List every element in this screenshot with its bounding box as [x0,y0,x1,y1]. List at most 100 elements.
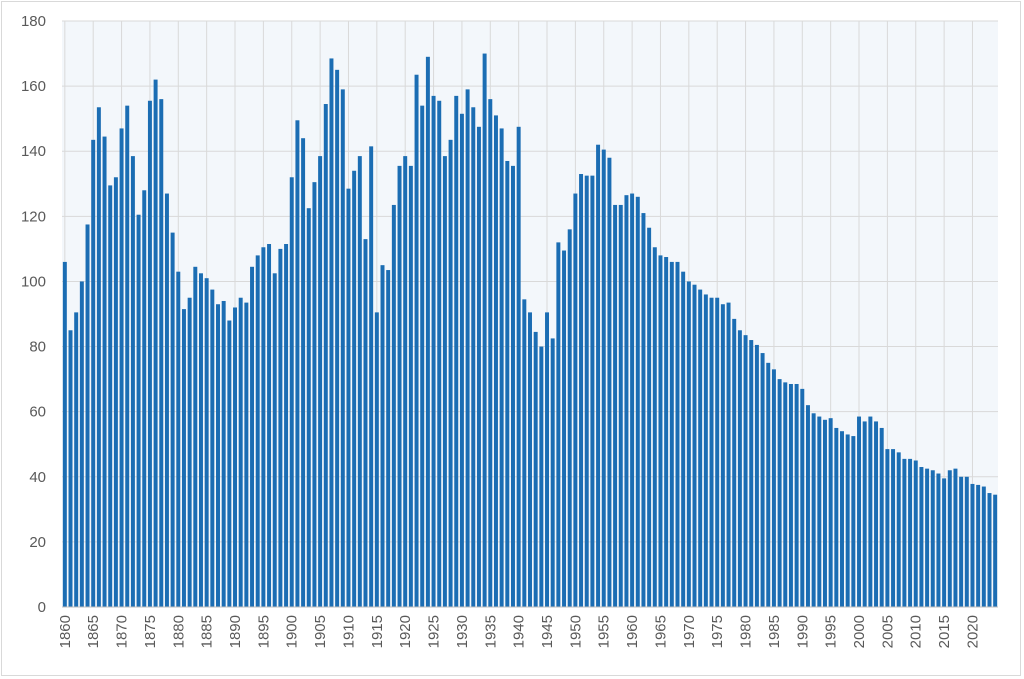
bar-1985 [771,369,776,607]
bar-1867 [102,136,107,608]
bar-1906 [323,104,328,608]
bar-1995 [828,418,833,607]
x-tick-label: 1870 [114,615,131,648]
bar-1948 [562,250,567,607]
y-tick-label: 120 [21,208,46,225]
bar-1860 [62,261,67,607]
bar-1909 [340,89,345,607]
bar-1863 [79,281,84,607]
bar-1893 [250,266,255,607]
y-tick-label: 0 [38,599,46,616]
bar-1903 [306,208,311,607]
bar-1968 [675,261,680,607]
x-tick-label: 1895 [255,615,272,648]
bar-2022 [981,486,986,607]
bar-1963 [647,227,652,607]
bar-1939 [510,165,515,607]
bar-1997 [840,431,844,607]
bar-1962 [641,213,646,608]
bar-1894 [255,255,260,607]
bar-1977 [726,302,731,607]
bar-2005 [885,449,890,607]
bar-1926 [437,100,442,607]
bar-1955 [601,149,606,607]
bar-1918 [391,204,396,607]
x-tick-label: 1995 [823,615,840,648]
bar-1961 [635,196,640,608]
x-tick-label: 1875 [142,615,159,648]
bar-1878 [164,193,169,608]
bar-1986 [777,379,782,607]
bar-1861 [68,330,73,607]
bar-2007 [896,452,901,607]
bar-1999 [851,436,856,607]
bar-1957 [613,204,618,607]
bar-1908 [335,69,340,608]
bar-1972 [698,289,703,607]
bar-1924 [425,56,430,608]
bar-1935 [488,99,493,607]
bar-1941 [522,299,527,607]
bar-2014 [936,473,941,607]
bar-1890 [233,307,238,607]
bar-2024 [993,494,998,607]
bar-1869 [113,177,118,607]
x-tick-label: 1970 [681,615,698,648]
x-tick-label: 1960 [624,615,641,648]
bar-1896 [267,244,272,607]
bar-2018 [959,476,964,607]
bar-1933 [476,126,481,608]
bar-1944 [539,346,544,607]
bar-1892 [244,302,249,607]
x-tick-label: 1865 [85,615,102,648]
bar-2019 [964,476,969,607]
bar-1987 [783,382,788,607]
y-tick-label: 160 [21,78,46,95]
bars [62,53,998,608]
bar-1925 [431,95,436,607]
bar-1989 [794,383,799,607]
bar-1952 [584,175,589,607]
bar-2013 [930,470,935,607]
bar-1934 [482,53,487,608]
bar-2012 [925,468,930,607]
bar-1967 [669,261,674,607]
bar-1932 [471,107,476,608]
bar-1988 [788,383,793,607]
x-tick-label: 1915 [369,615,386,648]
bar-1950 [573,193,578,608]
bar-1913 [363,239,368,607]
bar-1970 [686,281,691,607]
bar-1884 [198,273,203,607]
bar-1895 [261,247,266,607]
bar-1958 [618,204,623,607]
bar-1862 [74,312,79,607]
bar-1994 [822,419,827,607]
bar-1905 [318,156,323,607]
x-tick-label: 1945 [539,615,556,648]
x-tick-label: 1940 [511,615,528,648]
y-tick-label: 80 [29,339,46,356]
bar-2008 [902,458,907,607]
bar-1956 [607,157,612,607]
bar-1990 [800,388,805,607]
bar-1912 [357,156,362,607]
bar-1886 [210,289,215,607]
bar-2004 [879,427,884,607]
x-tick-label: 2000 [851,615,868,648]
bar-1923 [420,105,425,608]
bar-1868 [108,185,113,607]
bar-1981 [749,340,754,607]
bar-1943 [533,331,538,607]
x-tick-label: 1890 [227,615,244,648]
x-tick-label: 1985 [766,615,783,648]
bar-1916 [380,265,385,607]
bar-1940 [516,126,521,608]
bar-1974 [709,297,714,607]
bar-2002 [868,416,873,607]
bar-1911 [352,170,357,607]
bar-1930 [459,113,464,608]
x-tick-label: 1980 [738,615,755,648]
